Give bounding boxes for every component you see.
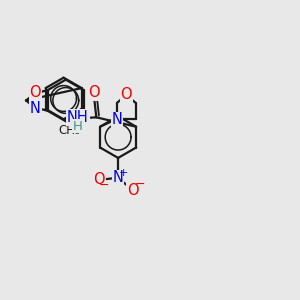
Text: O: O (88, 85, 100, 100)
Text: NH: NH (67, 110, 89, 125)
Text: −: − (99, 179, 110, 192)
Text: N: N (113, 170, 124, 185)
Text: O: O (30, 85, 41, 100)
Text: CH₃: CH₃ (58, 124, 80, 137)
Text: +: + (118, 168, 128, 178)
Text: N: N (112, 112, 122, 127)
Text: O: O (121, 86, 132, 101)
Text: O: O (127, 183, 139, 198)
Text: H: H (73, 120, 83, 133)
Text: −: − (135, 178, 145, 191)
Text: N: N (30, 101, 41, 116)
Text: O: O (94, 172, 105, 187)
